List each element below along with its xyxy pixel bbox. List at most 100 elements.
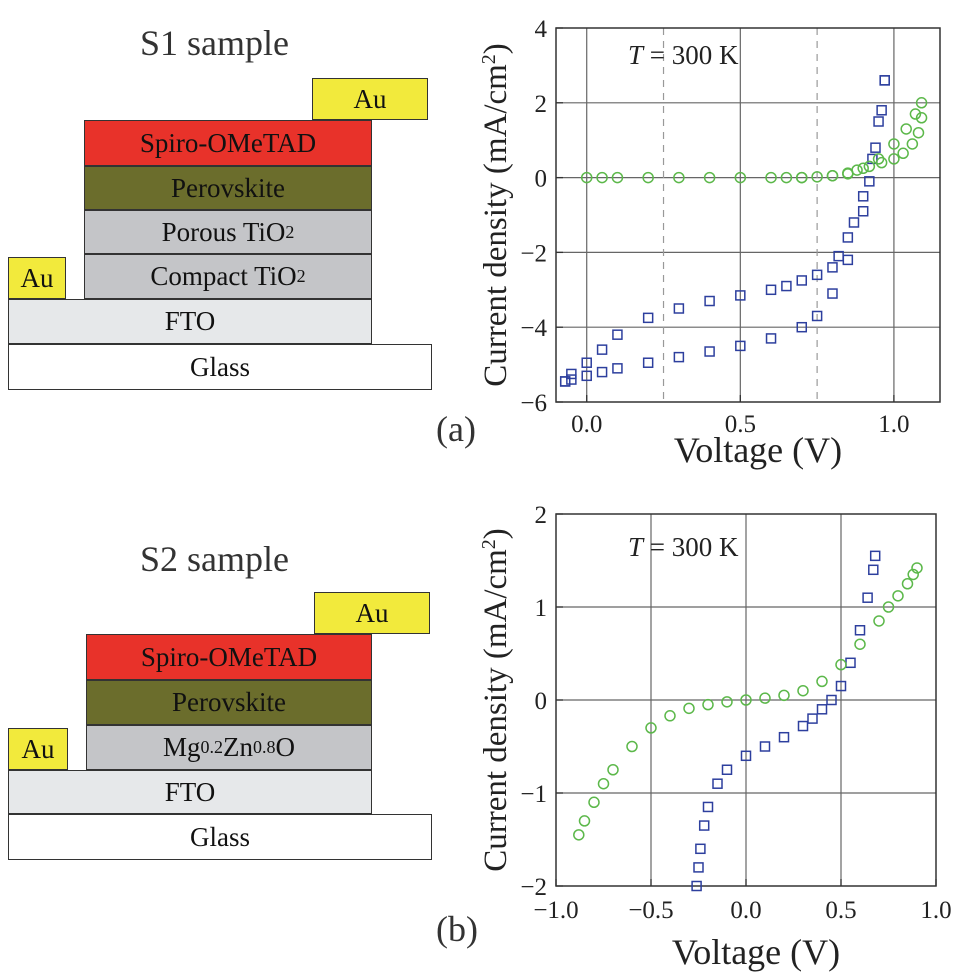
layer-fto: FTO — [8, 770, 372, 814]
data-point — [796, 275, 808, 286]
porous-subscript: 2 — [285, 221, 295, 242]
data-point — [879, 75, 890, 86]
layer-mgzno: Mg 0.2 Zn 0.8 O — [86, 725, 372, 770]
data-point — [612, 363, 623, 374]
data-point — [915, 97, 928, 109]
data-point — [882, 601, 895, 613]
data-point — [873, 615, 885, 627]
data-point — [559, 376, 571, 387]
data-point — [597, 777, 610, 790]
y-tick-label: 4 — [535, 16, 548, 43]
data-point — [811, 269, 823, 281]
data-point — [863, 160, 876, 173]
data-point — [704, 346, 715, 357]
series-circles — [580, 97, 928, 184]
panel-label-b: (b) — [436, 909, 478, 949]
series-squares — [691, 550, 881, 892]
layer-au-top: Au — [312, 78, 428, 120]
x-tick-label: 1.0 — [920, 897, 951, 924]
layer-compact-tio2: Compact TiO 2 — [84, 254, 372, 299]
data-point — [842, 254, 854, 266]
y-tick-label: −2 — [520, 240, 547, 267]
x-tick-label: −1.0 — [533, 897, 578, 924]
data-point — [765, 284, 777, 296]
data-point — [578, 815, 591, 827]
y-tick-label: 0 — [535, 688, 548, 715]
data-point — [842, 167, 854, 179]
data-point — [765, 171, 777, 184]
data-point — [848, 217, 860, 228]
data-point — [735, 290, 746, 301]
x-tick-label: 0.0 — [730, 897, 761, 924]
data-point — [693, 862, 704, 873]
data-point — [892, 590, 904, 602]
data-point — [869, 550, 881, 562]
data-point — [842, 232, 854, 243]
data-point — [897, 147, 909, 160]
data-point — [780, 171, 793, 184]
data-point — [854, 638, 866, 650]
layer-perovskite: Perovskite — [84, 166, 372, 210]
layer-glass: Glass — [8, 344, 432, 390]
data-point — [901, 578, 914, 590]
data-point — [864, 176, 875, 187]
temperature-annotation: T = 300 K — [628, 532, 739, 562]
y-tick-label: −6 — [520, 390, 547, 417]
data-point — [870, 142, 881, 153]
data-point — [683, 702, 695, 715]
data-point — [816, 675, 828, 688]
data-point — [915, 112, 928, 124]
ylabel-close: ) — [478, 528, 514, 539]
ylabel-close: ) — [478, 43, 514, 54]
data-point — [721, 764, 733, 775]
layer-au-left: Au — [8, 257, 66, 299]
data-point — [900, 123, 912, 135]
data-point — [765, 333, 777, 344]
data-point — [566, 374, 577, 385]
data-point — [642, 357, 654, 368]
data-point — [816, 704, 828, 715]
y-tick-label: 2 — [535, 91, 548, 118]
data-point — [875, 156, 888, 169]
mgzno-zn: Zn — [223, 732, 253, 762]
data-point — [596, 366, 608, 378]
temperature-annotation: T = 300 K — [628, 40, 739, 70]
data-point — [704, 295, 715, 307]
data-point — [797, 684, 809, 697]
layer-au-top: Au — [314, 592, 430, 634]
data-point — [695, 843, 706, 855]
annot-rest: = 300 K — [643, 532, 739, 562]
layer-au-left: Au — [8, 728, 68, 770]
data-point — [909, 108, 922, 120]
layer-fto: FTO — [8, 299, 372, 344]
data-point — [740, 750, 752, 762]
data-point — [698, 820, 710, 831]
data-point — [827, 262, 838, 273]
layer-porous-tio2: Porous TiO 2 — [84, 210, 372, 254]
data-point — [826, 694, 837, 706]
x-tick-label: 1.0 — [878, 411, 909, 438]
data-point — [876, 105, 887, 116]
data-point — [626, 740, 638, 753]
x-tick-label: 0.0 — [571, 411, 602, 438]
ylabel-sup: 2 — [478, 539, 500, 549]
series-squares — [559, 75, 890, 387]
ylabel-main: Current density (mA/cm — [478, 64, 514, 387]
data-point — [759, 741, 771, 752]
data-point — [857, 162, 869, 174]
data-point — [581, 370, 592, 382]
x-tick-label: 0.5 — [725, 411, 756, 438]
data-point — [588, 796, 600, 809]
mgzno-sub-1: 0.2 — [200, 737, 224, 757]
data-point — [596, 171, 608, 184]
data-point — [811, 310, 823, 322]
data-point — [607, 764, 619, 776]
annot-T: T — [628, 532, 645, 562]
chart-a: 0.0 0.5 1.0 −6 −4 −2 0 2 4 T = 300 K Voltage (V)… — [478, 16, 941, 470]
x-axis-label: Voltage (V) — [672, 932, 840, 972]
data-point — [888, 138, 900, 150]
data-point — [673, 171, 685, 184]
data-point — [827, 288, 838, 299]
data-point — [868, 564, 879, 576]
y-tick-label: −2 — [520, 874, 547, 901]
